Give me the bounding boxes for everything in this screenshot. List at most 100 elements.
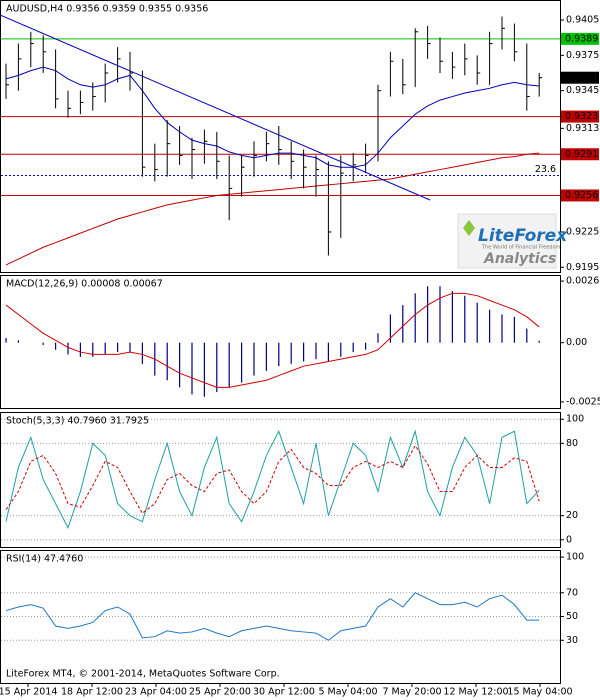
macd-bar (67, 342, 69, 355)
macd-bar (389, 314, 391, 343)
moving-average (5, 66, 540, 168)
macd-bar (79, 342, 81, 357)
y-tick-label: 100 (566, 414, 584, 425)
logo-tagline: The World of Financial Freedom (481, 245, 561, 251)
y-tick-label: 0.9225 (566, 226, 599, 237)
x-tick-label: 12 May 12:00 (443, 687, 508, 698)
macd-bar (42, 342, 44, 346)
y-tick-label: 50 (566, 611, 578, 622)
panel-title: AUDUSD,H4 0.9356 0.9359 0.9355 0.9356 (6, 4, 208, 15)
level-box (561, 32, 599, 45)
logo-product: Analytics (483, 251, 556, 267)
macd-bar (290, 342, 292, 364)
macd-bar (253, 342, 255, 376)
indicator-line (5, 429, 540, 529)
logo-icon (463, 220, 475, 236)
panel-title: Stoch(5,3,3) 40.7960 31.7925 (6, 416, 149, 427)
macd-bar (92, 342, 94, 357)
macd-bar (179, 342, 181, 388)
panel-frame (0, 412, 561, 548)
x-tick-label: 30 Apr 12:00 (253, 687, 315, 698)
macd-bar (538, 340, 540, 343)
macd-bar (278, 342, 280, 367)
panel-title: MACD(12,26,9) 0.00008 0.00067 (6, 279, 163, 290)
macd-bar (315, 342, 317, 360)
macd-bar (340, 342, 342, 357)
macd-bar (402, 305, 404, 343)
y-tick-label: 0.00262 (566, 276, 600, 287)
macd-bar (228, 342, 230, 388)
macd-bar (241, 342, 243, 383)
indicator-line (5, 444, 540, 514)
macd-bar (377, 333, 379, 343)
macd-bar (427, 286, 429, 343)
y-tick-label: -0.00252 (566, 396, 600, 407)
y-tick-label: 100 (566, 552, 584, 563)
macd-bar (203, 342, 205, 397)
x-tick-label: 15 Apr 2014 (0, 687, 57, 698)
y-tick-label: 80 (566, 438, 578, 449)
macd-bar (117, 342, 119, 353)
moving-average (5, 152, 540, 266)
panel-frame (0, 275, 561, 409)
x-tick-label: 25 Apr 20:00 (189, 687, 251, 698)
panel-title: RSI(14) 47.4760 (6, 554, 83, 565)
macd-bar (216, 342, 218, 393)
logo-brand: LiteForex (478, 226, 568, 246)
macd-bar (104, 342, 106, 355)
level-label: 0.9389 (565, 33, 598, 44)
level-box (561, 110, 599, 123)
level-label: 0.9323 (565, 111, 598, 122)
level-label: 0.9291 (565, 149, 598, 160)
level-box (561, 189, 599, 202)
macd-bar (17, 340, 19, 343)
macd-bar (464, 295, 466, 343)
y-tick-label: 20 (566, 510, 578, 521)
y-tick-label: 0.9195 (566, 262, 599, 273)
level-box (561, 148, 599, 161)
macd-bar (129, 342, 131, 353)
macd-bar (476, 302, 478, 343)
panel-frame (0, 0, 561, 273)
macd-bar (191, 342, 193, 395)
last-price-box (561, 71, 599, 84)
macd-bar (5, 337, 7, 343)
x-tick-label: 23 Apr 04:00 (125, 687, 187, 698)
x-tick-label: 15 May 04:00 (507, 687, 572, 698)
y-tick-label: 0.00 (566, 337, 587, 348)
macd-bar (141, 342, 143, 364)
y-tick-label: 0 (566, 534, 572, 545)
logo: LiteForex The World of Financial Freedom… (457, 213, 568, 269)
y-tick-label: 0.9375 (566, 50, 599, 61)
y-tick-label: 0.9345 (566, 85, 599, 96)
trend-line (0, 14, 431, 201)
x-tick-label: 7 May 20:00 (382, 687, 441, 698)
macd-bar (489, 309, 491, 343)
macd-bar (501, 314, 503, 343)
y-tick-label: 0.9313 (566, 123, 599, 134)
footer: LiteForex MT4, © 2001-2014, MetaQuotes S… (6, 669, 280, 680)
macd-bar (327, 342, 329, 362)
level-label: 0.9256 (565, 190, 598, 201)
x-tick-label: 5 May 04:00 (318, 687, 377, 698)
y-tick-label: 70 (566, 587, 578, 598)
signal-line (5, 292, 540, 388)
macd-bar (414, 293, 416, 343)
x-tick-label: 18 Apr 12:00 (61, 687, 123, 698)
macd-bar (55, 342, 57, 350)
macd-bar (439, 286, 441, 343)
fibo-label: 23.6 (535, 164, 556, 175)
macd-bar (451, 290, 453, 343)
macd-bar (526, 328, 528, 343)
macd-bar (303, 342, 305, 362)
macd-bar (365, 342, 367, 350)
y-tick-label: 30 (566, 635, 578, 646)
macd-bar (352, 342, 354, 353)
indicator-line (5, 592, 540, 641)
logo-box (457, 213, 557, 269)
macd-bar (265, 342, 267, 371)
last-price-label: 0.9356 (565, 72, 598, 83)
y-tick-label: 0.9405 (566, 15, 599, 26)
